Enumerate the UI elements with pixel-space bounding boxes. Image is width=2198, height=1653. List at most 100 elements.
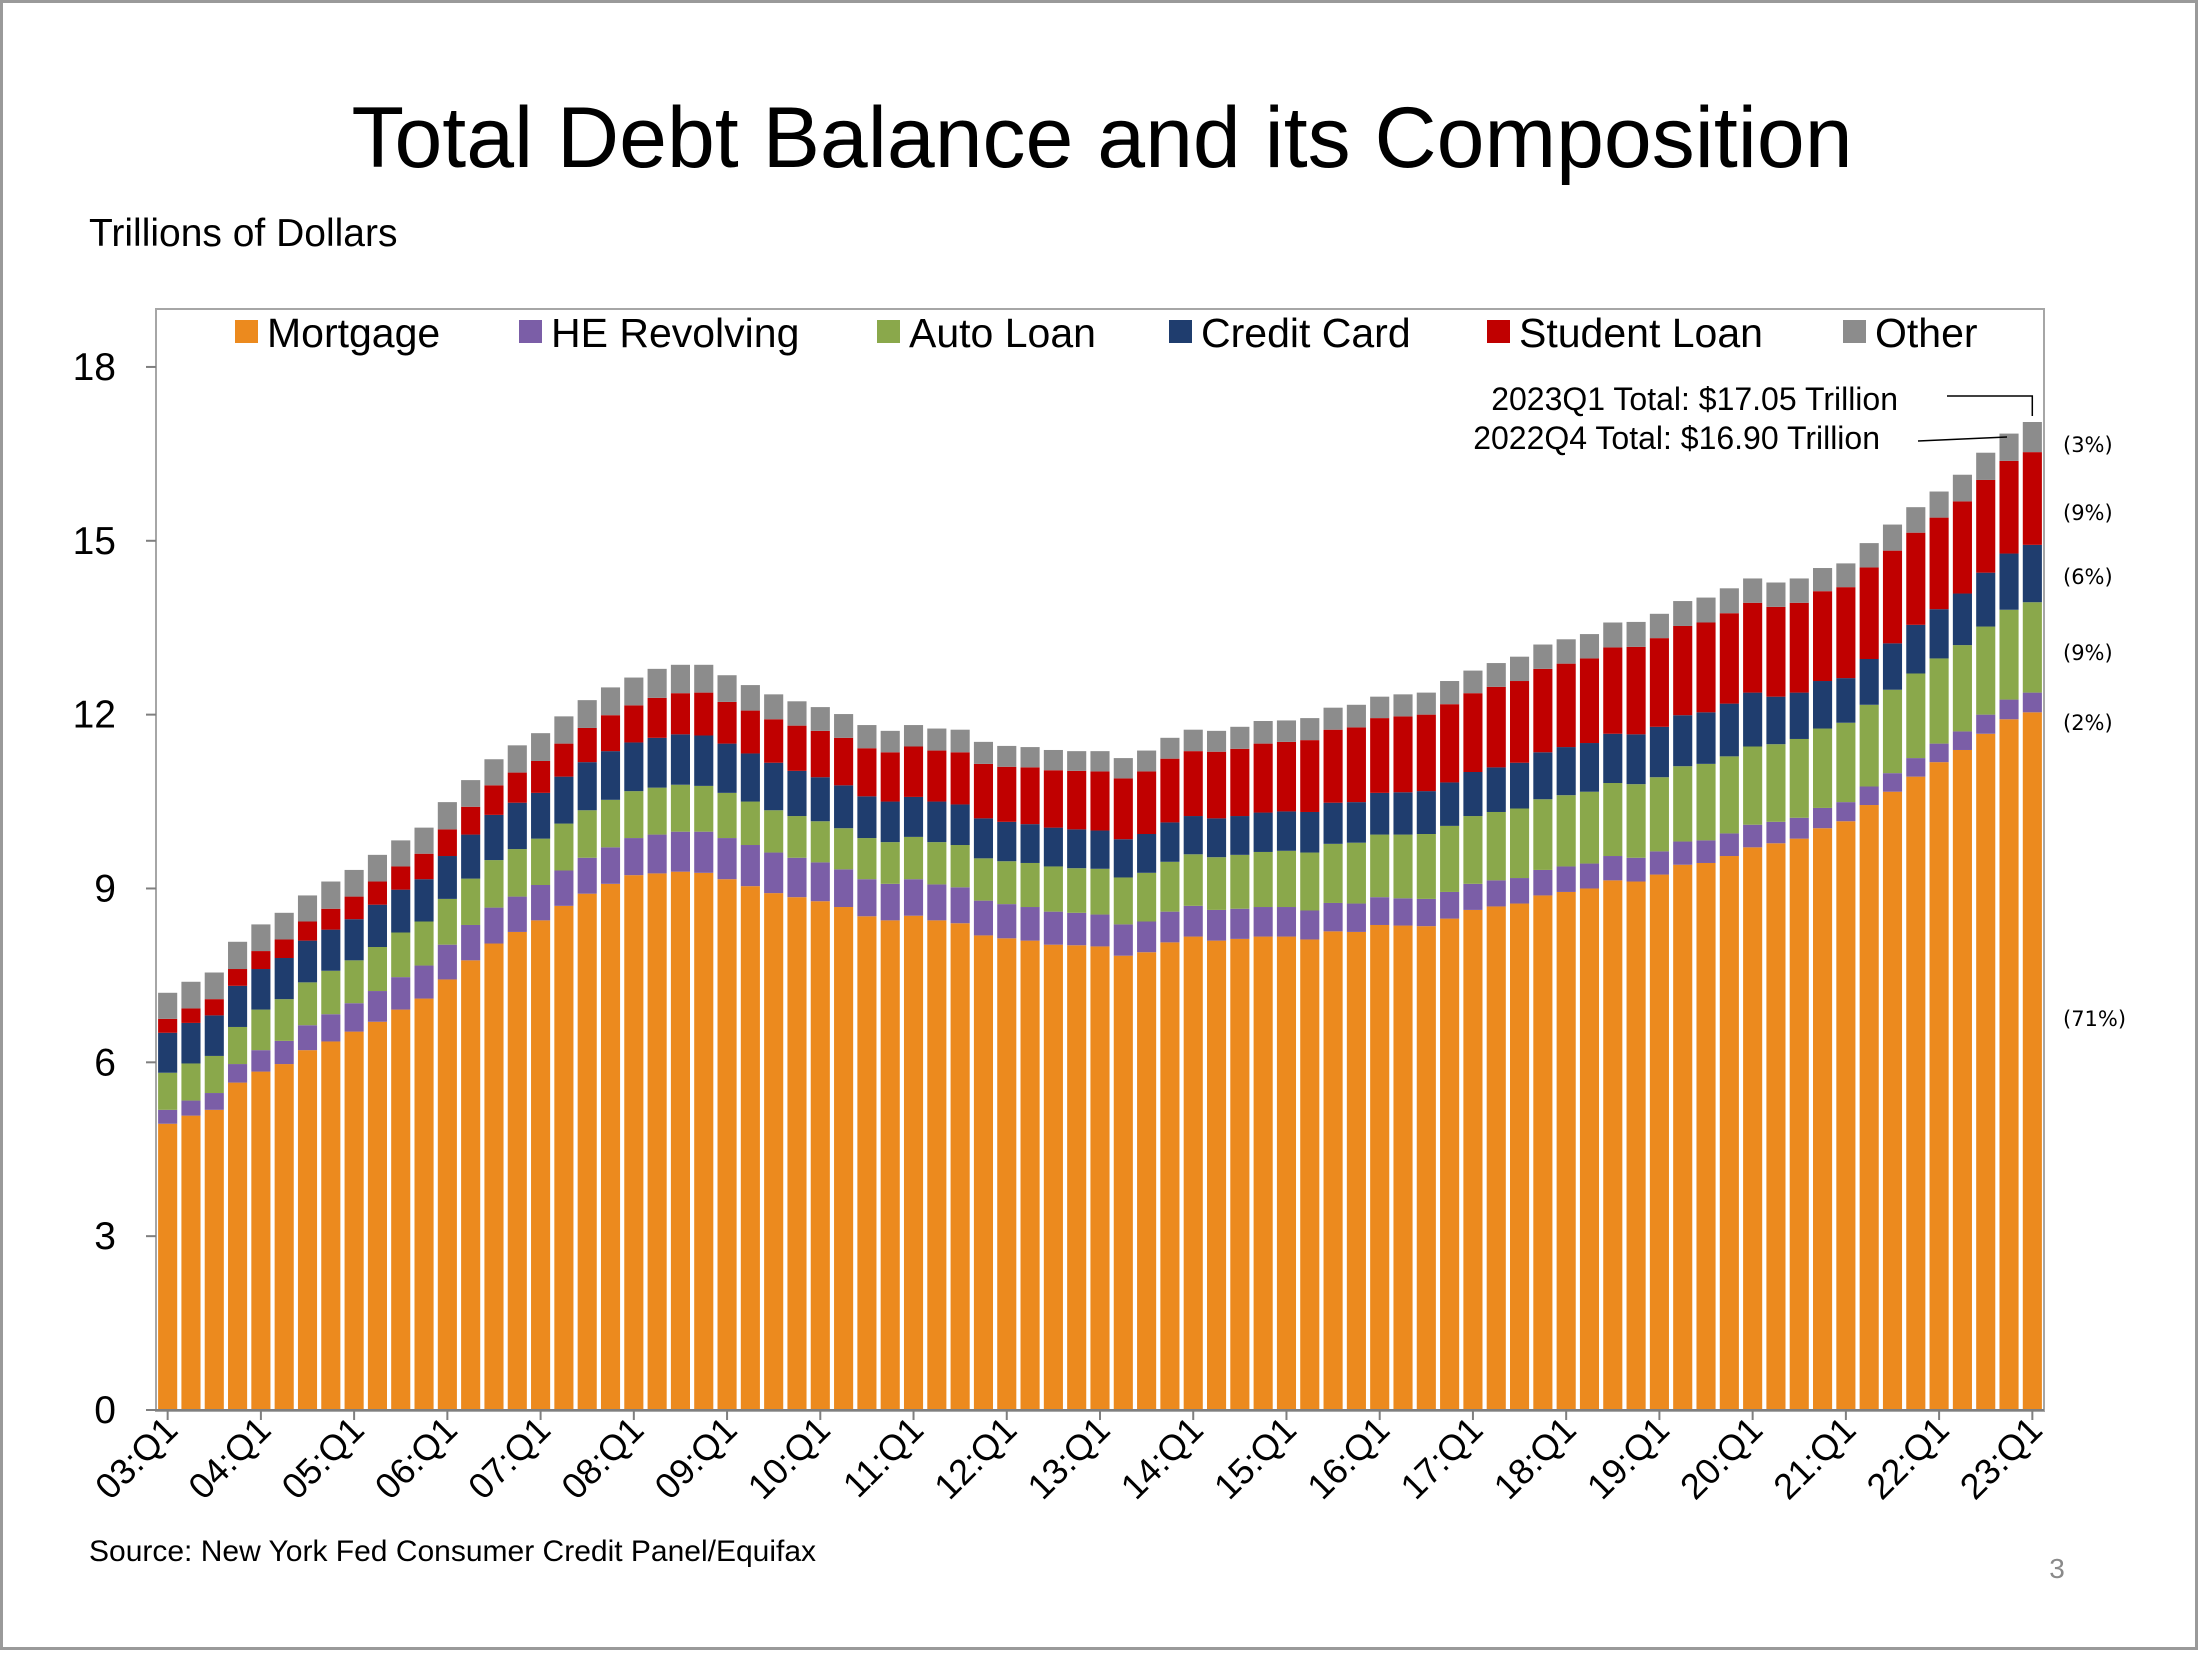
bar-mortgage-12-q3: [1043, 944, 1063, 1410]
bar-other-16-q3: [1416, 692, 1436, 715]
bar-stack-10-q4: [880, 730, 900, 1410]
bar-auto-loan-14-q1: [1183, 854, 1203, 906]
bar-student-loan-11-q4: [973, 763, 994, 819]
bar-auto-loan-04-q4: [321, 970, 341, 1015]
bar-credit-card-04-q4: [321, 929, 341, 971]
bar-auto-loan-11-q4: [973, 858, 994, 901]
bar-stack-18-q3: [1603, 622, 1623, 1410]
bar-credit-card-21-q1: [1836, 678, 1856, 723]
bar-student-loan-11-q3: [950, 752, 970, 805]
bar-auto-loan-11-q3: [950, 845, 970, 888]
bar-student-loan-19-q1: [1649, 638, 1669, 727]
bar-credit-card-18-q4: [1626, 734, 1646, 785]
bar-mortgage-03-q2: [181, 1115, 201, 1410]
bar-mortgage-10-q2: [834, 907, 854, 1410]
bar-credit-card-03-q1: [158, 1032, 178, 1073]
bar-student-loan-17-q2: [1486, 686, 1506, 768]
bar-mortgage-06-q3: [484, 943, 504, 1410]
bar-other-05-q4: [414, 827, 434, 854]
bar-he-revolving-12-q3: [1043, 911, 1063, 945]
bar-stack-06-q1: [437, 802, 457, 1410]
bar-credit-card-17-q2: [1486, 767, 1506, 812]
bar-other-06-q1: [437, 802, 457, 830]
bar-he-revolving-18-q3: [1603, 856, 1623, 881]
bar-stack-23-q1: [2022, 422, 2042, 1410]
bar-other-05-q3: [391, 840, 411, 867]
bar-auto-loan-20-q1: [1743, 746, 1763, 825]
bar-stack-16-q2: [1393, 694, 1413, 1410]
bar-credit-card-23-q1: [2022, 544, 2042, 603]
bar-he-revolving-08-q1: [624, 838, 644, 876]
bar-stack-07-q1: [531, 733, 551, 1410]
page-number: 3: [2049, 1553, 2065, 1584]
bar-auto-loan-10-q2: [834, 828, 854, 870]
bar-mortgage-05-q4: [414, 998, 434, 1410]
bar-student-loan-15-q2: [1300, 740, 1320, 812]
bar-student-loan-10-q4: [880, 752, 900, 802]
bar-stack-15-q3: [1323, 707, 1343, 1410]
bar-he-revolving-18-q2: [1579, 863, 1600, 889]
bar-he-revolving-03-q3: [204, 1093, 224, 1110]
bar-student-loan-17-q1: [1463, 693, 1483, 772]
bar-credit-card-08-q4: [694, 735, 714, 786]
bar-credit-card-10-q1: [810, 777, 830, 822]
bar-credit-card-07-q4: [600, 751, 621, 800]
bar-credit-card-11-q4: [973, 818, 994, 859]
bar-stack-07-q3: [577, 700, 597, 1410]
bar-mortgage-22-q3: [1976, 733, 1996, 1410]
bar-stack-16-q1: [1370, 696, 1390, 1410]
x-tick-label-09-q1: 09:Q1: [646, 1409, 744, 1507]
bar-mortgage-14-q4: [1253, 936, 1273, 1410]
bar-auto-loan-08-q1: [624, 791, 644, 839]
bar-stack-09-q3: [764, 694, 784, 1410]
annotation-23-q1-total: 2023Q1 Total: $17.05 Trillion: [1491, 381, 1898, 417]
bar-credit-card-12-q1: [997, 821, 1017, 862]
bar-other-16-q4: [1440, 681, 1460, 705]
bar-other-04-q4: [321, 881, 341, 909]
x-tick-label-21-q1: 21:Q1: [1765, 1409, 1863, 1507]
bar-auto-loan-14-q3: [1230, 854, 1250, 909]
bar-credit-card-06-q2: [461, 834, 481, 879]
bar-other-10-q4: [880, 730, 900, 753]
bar-mortgage-22-q4: [1999, 719, 2019, 1410]
x-axis: 03:Q104:Q105:Q106:Q107:Q108:Q109:Q110:Q1…: [87, 1409, 2050, 1507]
bar-other-03-q3: [204, 972, 224, 1000]
bar-auto-loan-18-q1: [1556, 795, 1576, 867]
bar-other-14-q1: [1183, 729, 1203, 752]
bar-credit-card-21-q2: [1859, 659, 1879, 705]
bar-he-revolving-03-q4: [228, 1064, 248, 1083]
bar-mortgage-15-q2: [1300, 939, 1320, 1410]
bar-mortgage-07-q4: [600, 883, 621, 1410]
bar-he-revolving-16-q3: [1416, 898, 1436, 927]
bar-auto-loan-20-q3: [1789, 738, 1809, 818]
bar-auto-loan-13-q1: [1090, 868, 1110, 915]
bar-mortgage-19-q1: [1649, 874, 1669, 1410]
bar-he-revolving-05-q4: [414, 965, 434, 999]
bar-auto-loan-05-q3: [391, 932, 411, 978]
bar-stack-03-q3: [204, 972, 224, 1410]
bar-mortgage-04-q2: [274, 1064, 294, 1410]
bar-student-loan-06-q2: [461, 806, 481, 835]
bar-student-loan-16-q3: [1416, 714, 1436, 792]
x-tick-label-23-q1: 23:Q1: [1952, 1409, 2050, 1507]
bar-auto-loan-21-q4: [1906, 673, 1926, 759]
bar-student-loan-06-q4: [507, 772, 527, 803]
bar-stack-11-q2: [927, 728, 947, 1410]
bar-auto-loan-12-q2: [1020, 862, 1040, 908]
bar-mortgage-07-q3: [577, 893, 597, 1410]
bar-credit-card-06-q3: [484, 814, 504, 861]
bar-student-loan-19-q3: [1696, 622, 1716, 713]
bar-auto-loan-16-q3: [1416, 834, 1436, 899]
y-tick-label-12: 12: [73, 694, 116, 737]
bar-he-revolving-21-q3: [1882, 773, 1903, 792]
bar-other-04-q3: [297, 895, 318, 922]
bar-credit-card-08-q1: [624, 742, 644, 792]
bar-student-loan-14-q2: [1206, 751, 1227, 819]
bar-he-revolving-10-q2: [834, 869, 854, 908]
bar-student-loan-10-q3: [857, 748, 877, 797]
bar-other-12-q1: [997, 745, 1017, 767]
bar-credit-card-20-q2: [1766, 696, 1786, 745]
bar-he-revolving-19-q3: [1696, 840, 1716, 863]
bar-he-revolving-08-q3: [670, 831, 690, 872]
bar-auto-loan-18-q2: [1579, 791, 1600, 864]
